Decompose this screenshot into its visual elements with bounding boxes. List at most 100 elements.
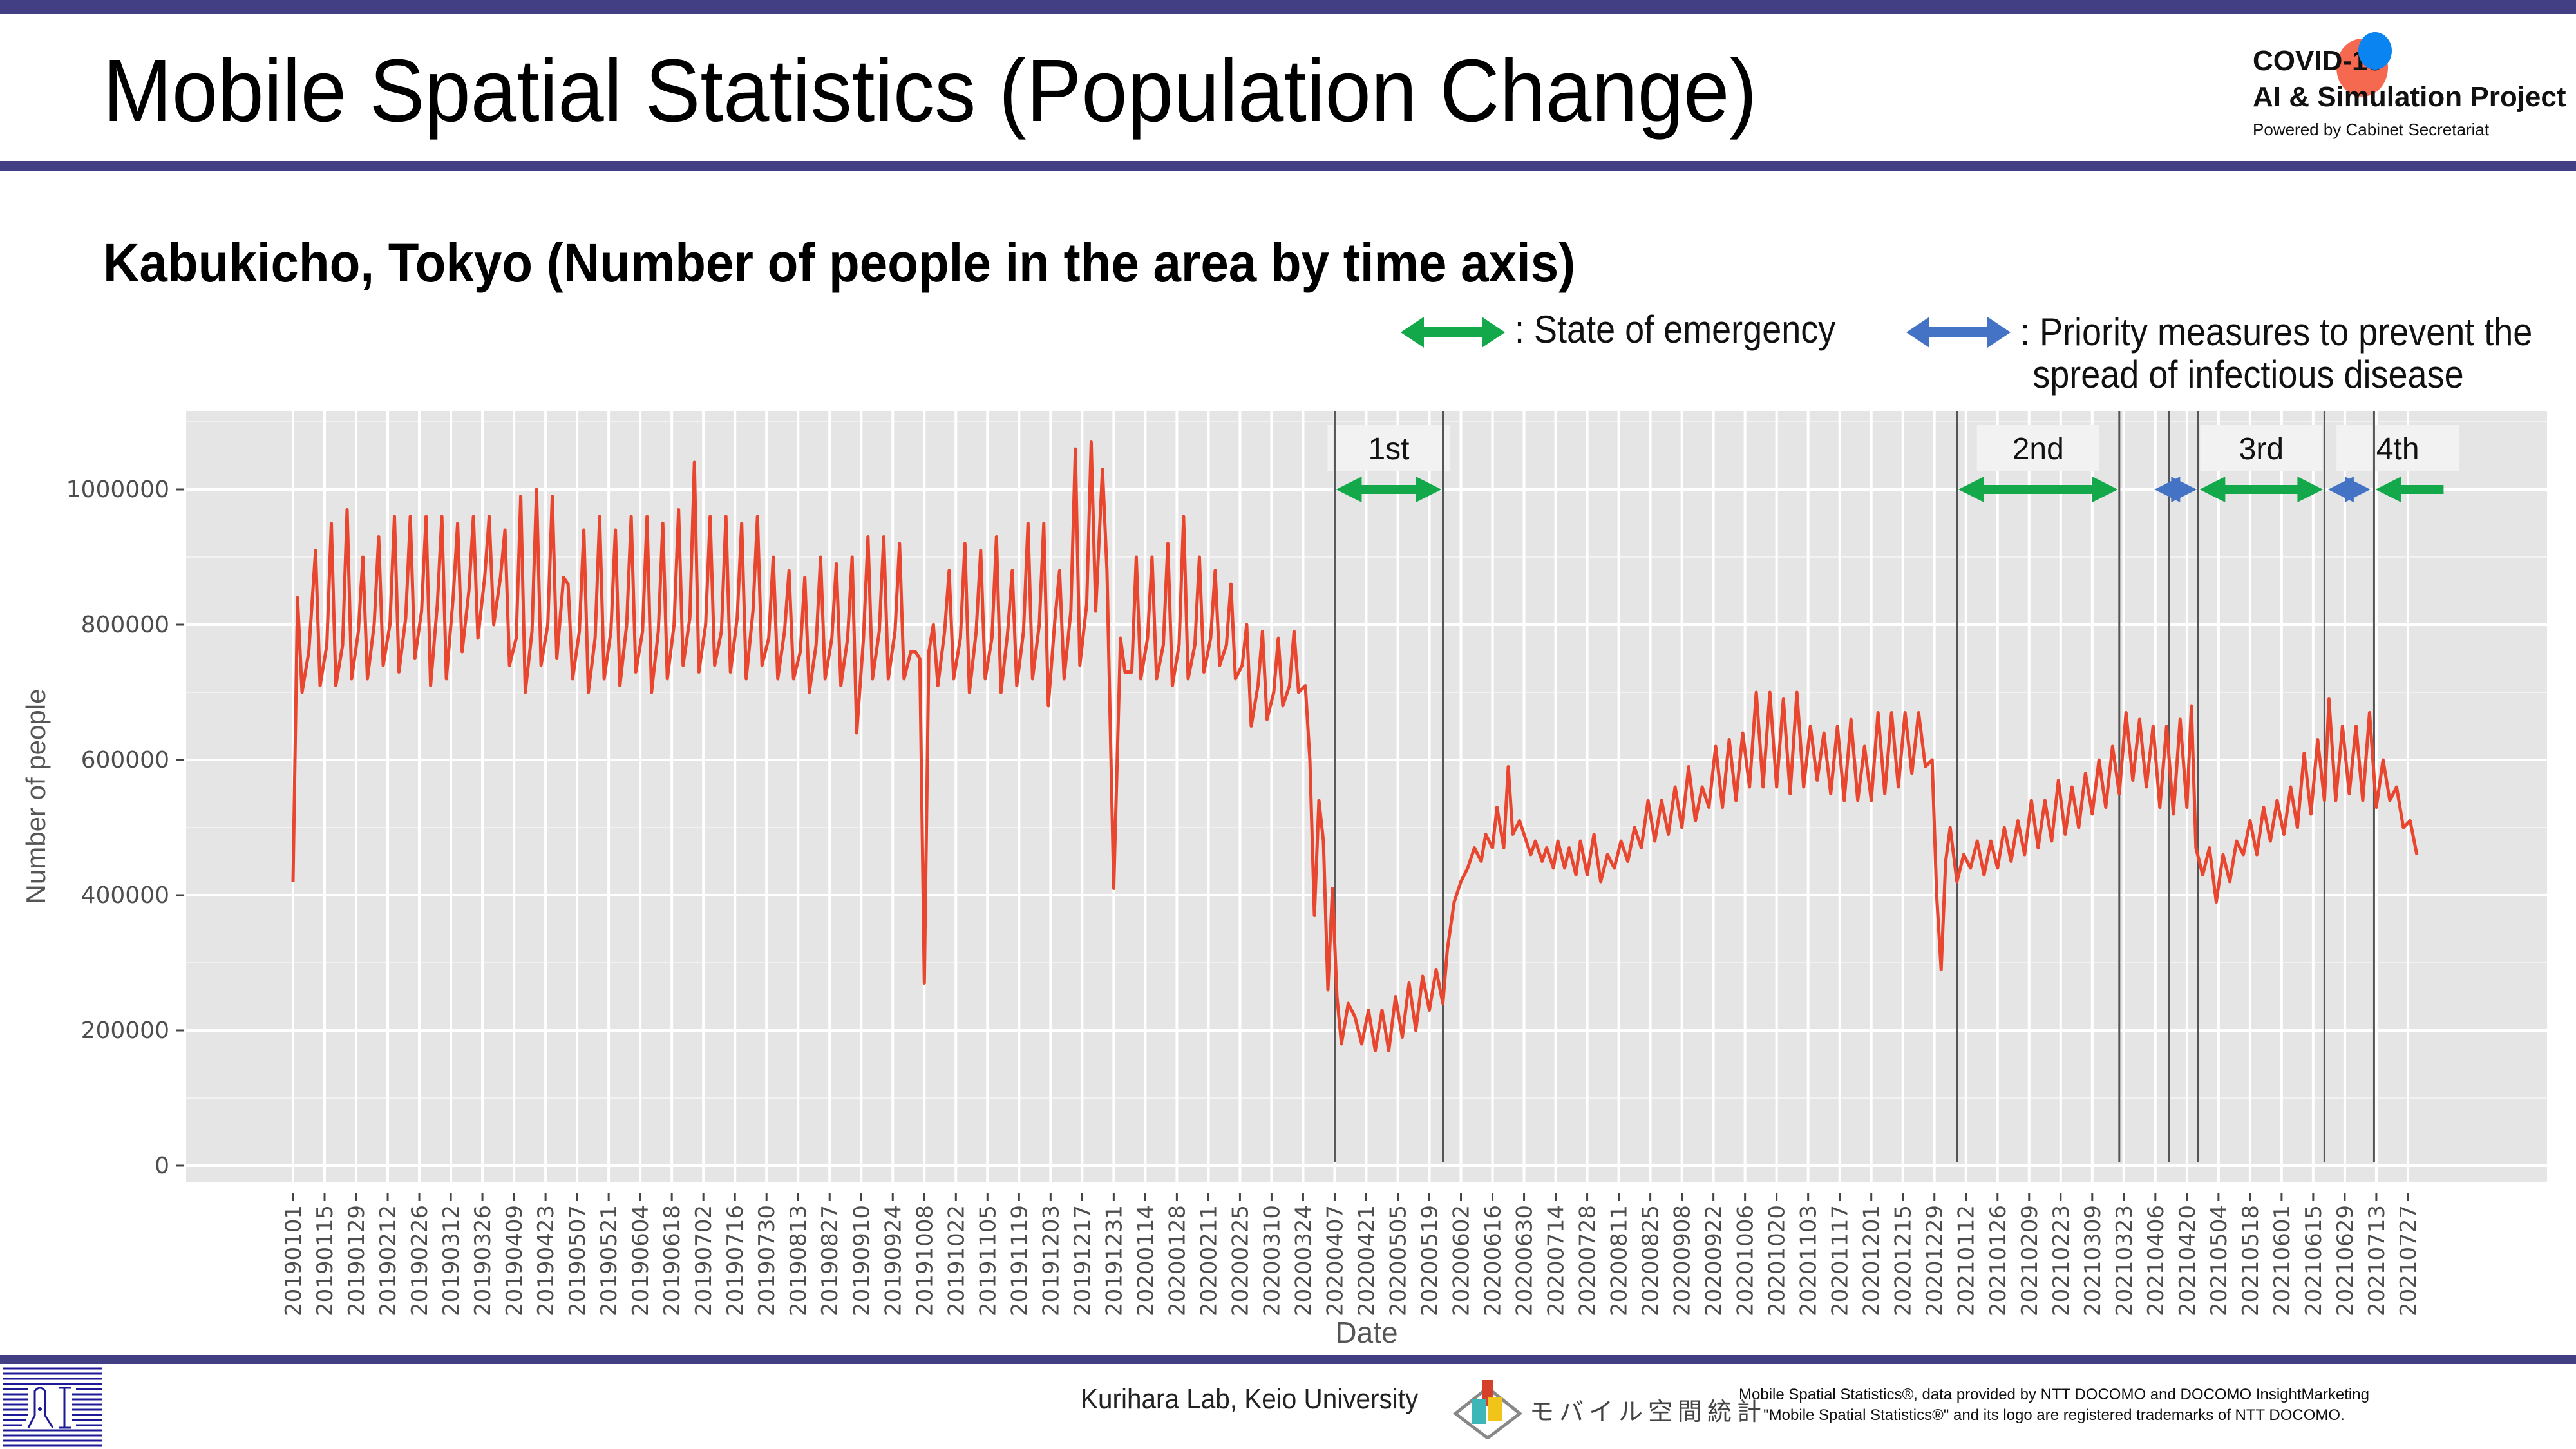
x-tick-label: 20200825 bbox=[1638, 1205, 1664, 1316]
header-divider bbox=[0, 161, 2576, 171]
x-tick-label: 20201215 bbox=[1891, 1205, 1917, 1316]
x-tick-label: 20190604 bbox=[628, 1205, 654, 1316]
x-tick-label: 20200114 bbox=[1133, 1205, 1159, 1316]
y-axis-title: Number of people bbox=[21, 689, 51, 904]
green-double-arrow-icon bbox=[1401, 317, 1505, 348]
x-tick-label: 20200128 bbox=[1164, 1205, 1190, 1316]
blue-circle-icon bbox=[2358, 32, 2392, 70]
x-tick-label: 20190326 bbox=[470, 1205, 496, 1316]
mobile-spatial-statistics-logo: モバイル空間統計 bbox=[1449, 1375, 1761, 1441]
x-tick-label: 20201229 bbox=[1922, 1205, 1948, 1316]
y-tick-label: 200000 bbox=[81, 1018, 169, 1044]
x-tick-label: 20200324 bbox=[1291, 1205, 1316, 1316]
lab-credit: Kurihara Lab, Keio University bbox=[1081, 1383, 1419, 1415]
x-tick-label: 20210420 bbox=[2175, 1205, 2201, 1316]
x-tick-label: 20190910 bbox=[849, 1205, 875, 1316]
x-tick-label: 20210727 bbox=[2396, 1205, 2421, 1316]
emergency-arrow bbox=[2375, 477, 2444, 502]
x-tick-label: 20190423 bbox=[533, 1205, 559, 1316]
page-title: Mobile Spatial Statistics (Population Ch… bbox=[103, 41, 1757, 140]
x-tick-label: 20190212 bbox=[375, 1205, 401, 1316]
x-tick-label: 20190618 bbox=[659, 1205, 685, 1316]
y-tick-label: 0 bbox=[155, 1153, 169, 1179]
priority-arrow bbox=[2154, 477, 2197, 502]
data-credit-line-2: "Mobile Spatial Statistics®" and its log… bbox=[1763, 1406, 2345, 1424]
y-tick-label: 1000000 bbox=[66, 477, 169, 503]
x-axis-title: Date bbox=[1335, 1316, 1397, 1349]
x-tick-label: 20200519 bbox=[1417, 1205, 1443, 1316]
x-tick-label: 20190129 bbox=[344, 1205, 370, 1316]
x-tick-label: 20200908 bbox=[1670, 1205, 1696, 1316]
x-tick-label: 20191105 bbox=[975, 1205, 1001, 1316]
x-tick-label: 20210629 bbox=[2333, 1205, 2358, 1316]
logo-line-2: AI & Simulation Project bbox=[2253, 81, 2566, 113]
blue-double-arrow-icon bbox=[1906, 317, 2011, 348]
footer-divider bbox=[0, 1355, 2576, 1364]
legend-emergency: : State of emergency bbox=[1401, 309, 1835, 352]
y-tick-label: 600000 bbox=[81, 747, 169, 773]
x-tick-label: 20190730 bbox=[754, 1205, 780, 1316]
x-tick-label: 20200225 bbox=[1227, 1205, 1253, 1316]
x-tick-label: 20190813 bbox=[786, 1205, 811, 1316]
x-tick-label: 20210209 bbox=[2017, 1205, 2043, 1316]
x-tick-label: 20200602 bbox=[1449, 1205, 1475, 1316]
emergency-arrow bbox=[1958, 477, 2118, 502]
x-tick-label: 20200421 bbox=[1354, 1205, 1379, 1316]
x-tick-label: 20210504 bbox=[2206, 1205, 2232, 1316]
x-tick-label: 20201020 bbox=[1765, 1205, 1790, 1316]
legend-priority: : Priority measures to prevent the sprea… bbox=[1906, 309, 2532, 395]
x-tick-label: 20210309 bbox=[2080, 1205, 2106, 1316]
logo-line-3: Powered by Cabinet Secretariat bbox=[2253, 120, 2490, 139]
x-tick-label: 20190101 bbox=[281, 1205, 307, 1316]
legend-priority-label-1: : Priority measures to prevent the bbox=[2020, 310, 2533, 354]
x-tick-label: 20191203 bbox=[1038, 1205, 1064, 1316]
mss-diamond-icon bbox=[1452, 1380, 1523, 1441]
x-tick-label: 20201103 bbox=[1796, 1205, 1822, 1316]
period-label-1st: 1st bbox=[1368, 432, 1409, 466]
top-brand-bar bbox=[0, 0, 2576, 14]
x-tick-label: 20190507 bbox=[565, 1205, 591, 1316]
x-tick-label: 20190521 bbox=[596, 1205, 622, 1316]
legend-emergency-label: : State of emergency bbox=[1515, 308, 1836, 351]
period-label-box bbox=[1327, 425, 1450, 471]
data-credit: Mobile Spatial Statistics®, data provide… bbox=[1739, 1385, 2369, 1426]
x-tick-label: 20201117 bbox=[1828, 1205, 1853, 1316]
x-tick-label: 20200407 bbox=[1322, 1205, 1348, 1316]
period-label-4th: 4th bbox=[2376, 432, 2420, 466]
x-tick-label: 20191008 bbox=[912, 1205, 938, 1316]
x-tick-label: 20200310 bbox=[1259, 1205, 1285, 1316]
x-tick-label: 20210713 bbox=[2364, 1205, 2390, 1316]
x-tick-label: 20210323 bbox=[2112, 1205, 2137, 1316]
x-tick-label: 20200211 bbox=[1196, 1205, 1222, 1316]
series-line-number-of-people bbox=[291, 440, 2419, 1052]
x-tick-label: 20210406 bbox=[2143, 1205, 2169, 1316]
x-tick-label: 20191231 bbox=[1101, 1205, 1127, 1316]
x-tick-label: 20190827 bbox=[817, 1205, 843, 1316]
emergency-arrow bbox=[1336, 477, 1442, 502]
x-tick-label: 20200728 bbox=[1575, 1205, 1601, 1316]
period-label-3rd: 3rd bbox=[2239, 432, 2284, 466]
data-credit-line-1: Mobile Spatial Statistics®, data provide… bbox=[1739, 1386, 2369, 1403]
emergency-arrow bbox=[2199, 477, 2324, 502]
x-tick-label: 20210112 bbox=[1954, 1205, 1980, 1316]
y-tick-label: 400000 bbox=[81, 882, 169, 909]
x-tick-label: 20190716 bbox=[723, 1205, 748, 1316]
x-tick-label: 20190924 bbox=[880, 1205, 906, 1316]
y-tick-label: 800000 bbox=[81, 612, 169, 638]
x-tick-label: 20200714 bbox=[1544, 1205, 1569, 1316]
chart-subtitle: Kabukicho, Tokyo (Number of people in th… bbox=[103, 232, 1576, 293]
keio-ai-lab-logo bbox=[3, 1367, 102, 1447]
period-label-box bbox=[2336, 425, 2459, 471]
x-tick-label: 20201201 bbox=[1859, 1205, 1885, 1316]
x-tick-label: 20190312 bbox=[439, 1205, 464, 1316]
x-tick-label: 20200505 bbox=[1385, 1205, 1411, 1316]
x-tick-label: 20210223 bbox=[2049, 1205, 2074, 1316]
x-tick-label: 20191217 bbox=[1070, 1205, 1095, 1316]
x-tick-label: 20200922 bbox=[1701, 1205, 1727, 1316]
x-tick-label: 20190115 bbox=[312, 1205, 338, 1316]
x-tick-label: 20210601 bbox=[2269, 1205, 2295, 1316]
legend-priority-label-2: spread of infectious disease bbox=[2032, 353, 2464, 397]
period-label-box bbox=[1976, 425, 2099, 471]
x-tick-label: 20200811 bbox=[1607, 1205, 1633, 1316]
period-label-2nd: 2nd bbox=[2012, 432, 2064, 466]
